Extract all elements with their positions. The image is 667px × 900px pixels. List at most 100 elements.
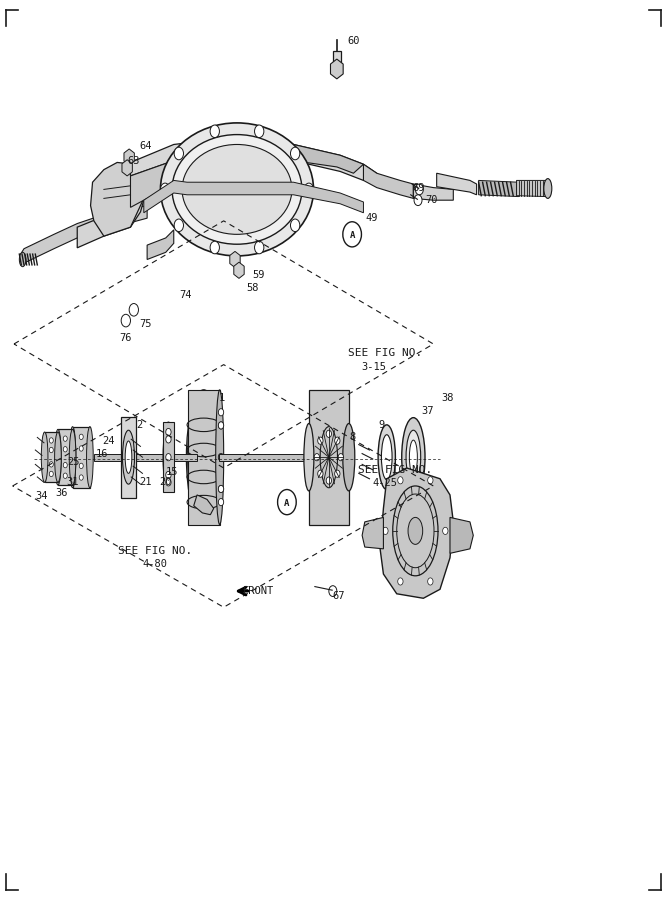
Text: 64: 64	[139, 141, 152, 151]
Circle shape	[218, 409, 223, 416]
Ellipse shape	[544, 178, 552, 198]
Circle shape	[63, 446, 67, 452]
Circle shape	[443, 527, 448, 535]
Text: 74: 74	[179, 291, 192, 301]
Circle shape	[304, 183, 313, 195]
Text: 1: 1	[219, 393, 225, 403]
Text: 4-25: 4-25	[373, 478, 398, 488]
Polygon shape	[147, 230, 173, 259]
Text: 24: 24	[102, 436, 115, 446]
Text: 69: 69	[412, 183, 425, 193]
Circle shape	[317, 437, 323, 445]
Ellipse shape	[187, 395, 219, 519]
Circle shape	[317, 470, 323, 477]
Text: 16: 16	[95, 449, 108, 460]
Text: 9: 9	[378, 419, 385, 430]
Text: 21: 21	[139, 477, 152, 487]
Polygon shape	[240, 145, 364, 173]
Polygon shape	[45, 432, 58, 482]
Text: SEE FIG NO.: SEE FIG NO.	[118, 545, 192, 555]
Circle shape	[255, 125, 264, 138]
Text: 38: 38	[442, 393, 454, 403]
Text: SEE FIG NO.: SEE FIG NO.	[358, 464, 432, 475]
Circle shape	[314, 454, 319, 461]
Ellipse shape	[408, 518, 423, 544]
Text: 8: 8	[349, 431, 356, 442]
Polygon shape	[479, 180, 518, 196]
Circle shape	[49, 447, 53, 453]
Circle shape	[218, 454, 223, 461]
Bar	[333, 51, 341, 68]
Circle shape	[79, 475, 83, 481]
Ellipse shape	[161, 123, 313, 256]
Text: A: A	[284, 499, 289, 508]
Circle shape	[218, 422, 223, 429]
Ellipse shape	[69, 427, 76, 488]
Text: 67: 67	[333, 590, 345, 600]
Circle shape	[416, 184, 424, 194]
Polygon shape	[364, 164, 414, 198]
Polygon shape	[131, 160, 187, 207]
Ellipse shape	[382, 435, 392, 480]
Polygon shape	[187, 390, 219, 525]
Circle shape	[129, 303, 139, 316]
Polygon shape	[437, 173, 477, 194]
Circle shape	[166, 472, 171, 479]
Ellipse shape	[55, 432, 61, 482]
Ellipse shape	[87, 427, 93, 488]
Ellipse shape	[55, 429, 61, 485]
Ellipse shape	[189, 401, 218, 513]
Text: 20: 20	[159, 477, 172, 487]
Circle shape	[335, 437, 340, 445]
Circle shape	[63, 436, 67, 441]
Polygon shape	[144, 180, 364, 212]
Polygon shape	[21, 205, 147, 265]
Text: 70: 70	[426, 195, 438, 205]
Text: 37: 37	[422, 407, 434, 417]
Text: 63: 63	[127, 156, 140, 166]
Circle shape	[218, 422, 223, 429]
Ellipse shape	[378, 425, 396, 490]
Circle shape	[63, 473, 67, 479]
Circle shape	[210, 125, 219, 138]
Circle shape	[398, 477, 403, 484]
Text: 49: 49	[366, 213, 378, 223]
Circle shape	[428, 578, 433, 585]
Circle shape	[161, 183, 170, 195]
Text: 60: 60	[348, 36, 360, 46]
Circle shape	[428, 477, 433, 484]
Ellipse shape	[41, 432, 48, 482]
Ellipse shape	[19, 252, 26, 266]
Text: 59: 59	[253, 270, 265, 280]
Circle shape	[79, 434, 83, 439]
Circle shape	[49, 462, 53, 467]
Ellipse shape	[406, 430, 421, 484]
Circle shape	[414, 194, 422, 205]
Circle shape	[291, 148, 299, 160]
Circle shape	[255, 241, 264, 254]
Text: 25: 25	[67, 456, 80, 467]
Polygon shape	[58, 429, 73, 485]
Ellipse shape	[125, 441, 132, 473]
Text: 3-15: 3-15	[361, 363, 386, 373]
Text: 34: 34	[36, 491, 48, 500]
Text: 31: 31	[66, 477, 79, 487]
Polygon shape	[121, 417, 137, 498]
Circle shape	[174, 219, 183, 231]
Text: 76: 76	[119, 333, 132, 343]
Circle shape	[166, 436, 171, 443]
Text: 36: 36	[55, 488, 68, 498]
Circle shape	[291, 219, 299, 231]
Circle shape	[174, 148, 183, 160]
Ellipse shape	[402, 418, 425, 497]
Ellipse shape	[172, 135, 302, 244]
Ellipse shape	[163, 422, 173, 492]
Polygon shape	[94, 454, 197, 461]
Circle shape	[166, 454, 171, 461]
Circle shape	[218, 454, 223, 461]
Ellipse shape	[215, 390, 223, 525]
Circle shape	[79, 464, 83, 469]
Text: 75: 75	[139, 320, 152, 329]
Polygon shape	[414, 184, 454, 200]
Circle shape	[49, 472, 53, 477]
